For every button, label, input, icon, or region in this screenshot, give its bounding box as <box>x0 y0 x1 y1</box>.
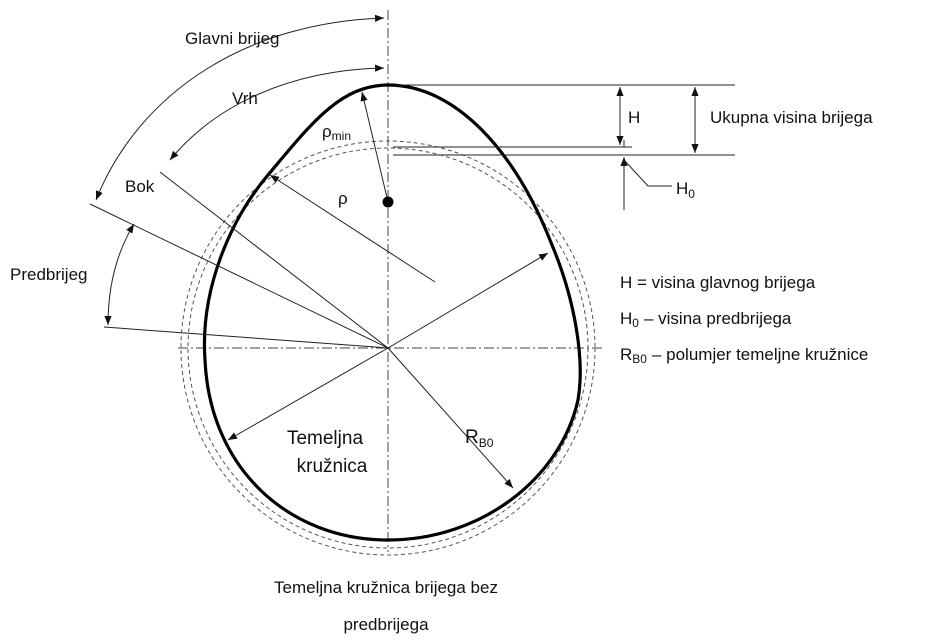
arc-vrh <box>169 64 385 161</box>
legend-sub: B0 <box>632 352 647 366</box>
radius-arrow <box>227 347 389 441</box>
label: kružnica <box>297 456 368 477</box>
label: Predbrijeg <box>10 265 88 284</box>
nose-center <box>382 196 394 208</box>
label: Bok <box>125 177 155 196</box>
legend-base: R <box>620 345 632 364</box>
base-circle-outer <box>180 140 596 556</box>
label-sub: 0 <box>688 187 695 201</box>
label: RB0 <box>465 427 494 450</box>
label: H <box>628 108 640 127</box>
label: H0 <box>676 179 695 201</box>
legend-base: H <box>620 309 632 328</box>
base-circle <box>187 147 589 549</box>
cam-profile <box>202 83 582 542</box>
boundary-line <box>103 326 389 349</box>
legend-item: RB0 – polumjer temeljne kružnice <box>620 345 868 366</box>
arc-predbrijeg <box>104 223 135 326</box>
legend-text: – visina predbrijega <box>644 309 792 328</box>
label-base: ρ <box>322 122 332 141</box>
caption: predbrijega <box>343 615 429 634</box>
rho-min-arrow <box>360 91 389 203</box>
label: ρmin <box>322 122 351 143</box>
label-sub: B0 <box>479 436 494 450</box>
label-sub: min <box>332 129 351 143</box>
boundary-line <box>159 171 389 349</box>
label: Glavni brijeg <box>185 29 280 48</box>
label-base: H <box>676 179 688 198</box>
label-base: R <box>465 427 479 448</box>
label: ρ <box>338 189 348 208</box>
boundary-line <box>89 203 389 349</box>
rb0-arrow <box>387 347 514 489</box>
h0-leader <box>623 159 672 187</box>
label: Temeljna <box>287 428 363 449</box>
label: Vrh <box>232 89 258 108</box>
legend-item: H0 – visina predbrijega <box>620 309 792 330</box>
caption: Temeljna kružnica brijega bez <box>274 578 498 597</box>
rho-arrow <box>269 174 436 283</box>
radius-arrow <box>387 252 549 349</box>
legend-item: H = visina glavnog brijega <box>620 273 816 292</box>
legend-sub: 0 <box>632 316 639 330</box>
legend-text: – polumjer temeljne kružnice <box>652 345 868 364</box>
label: Ukupna visina brijega <box>710 108 873 127</box>
